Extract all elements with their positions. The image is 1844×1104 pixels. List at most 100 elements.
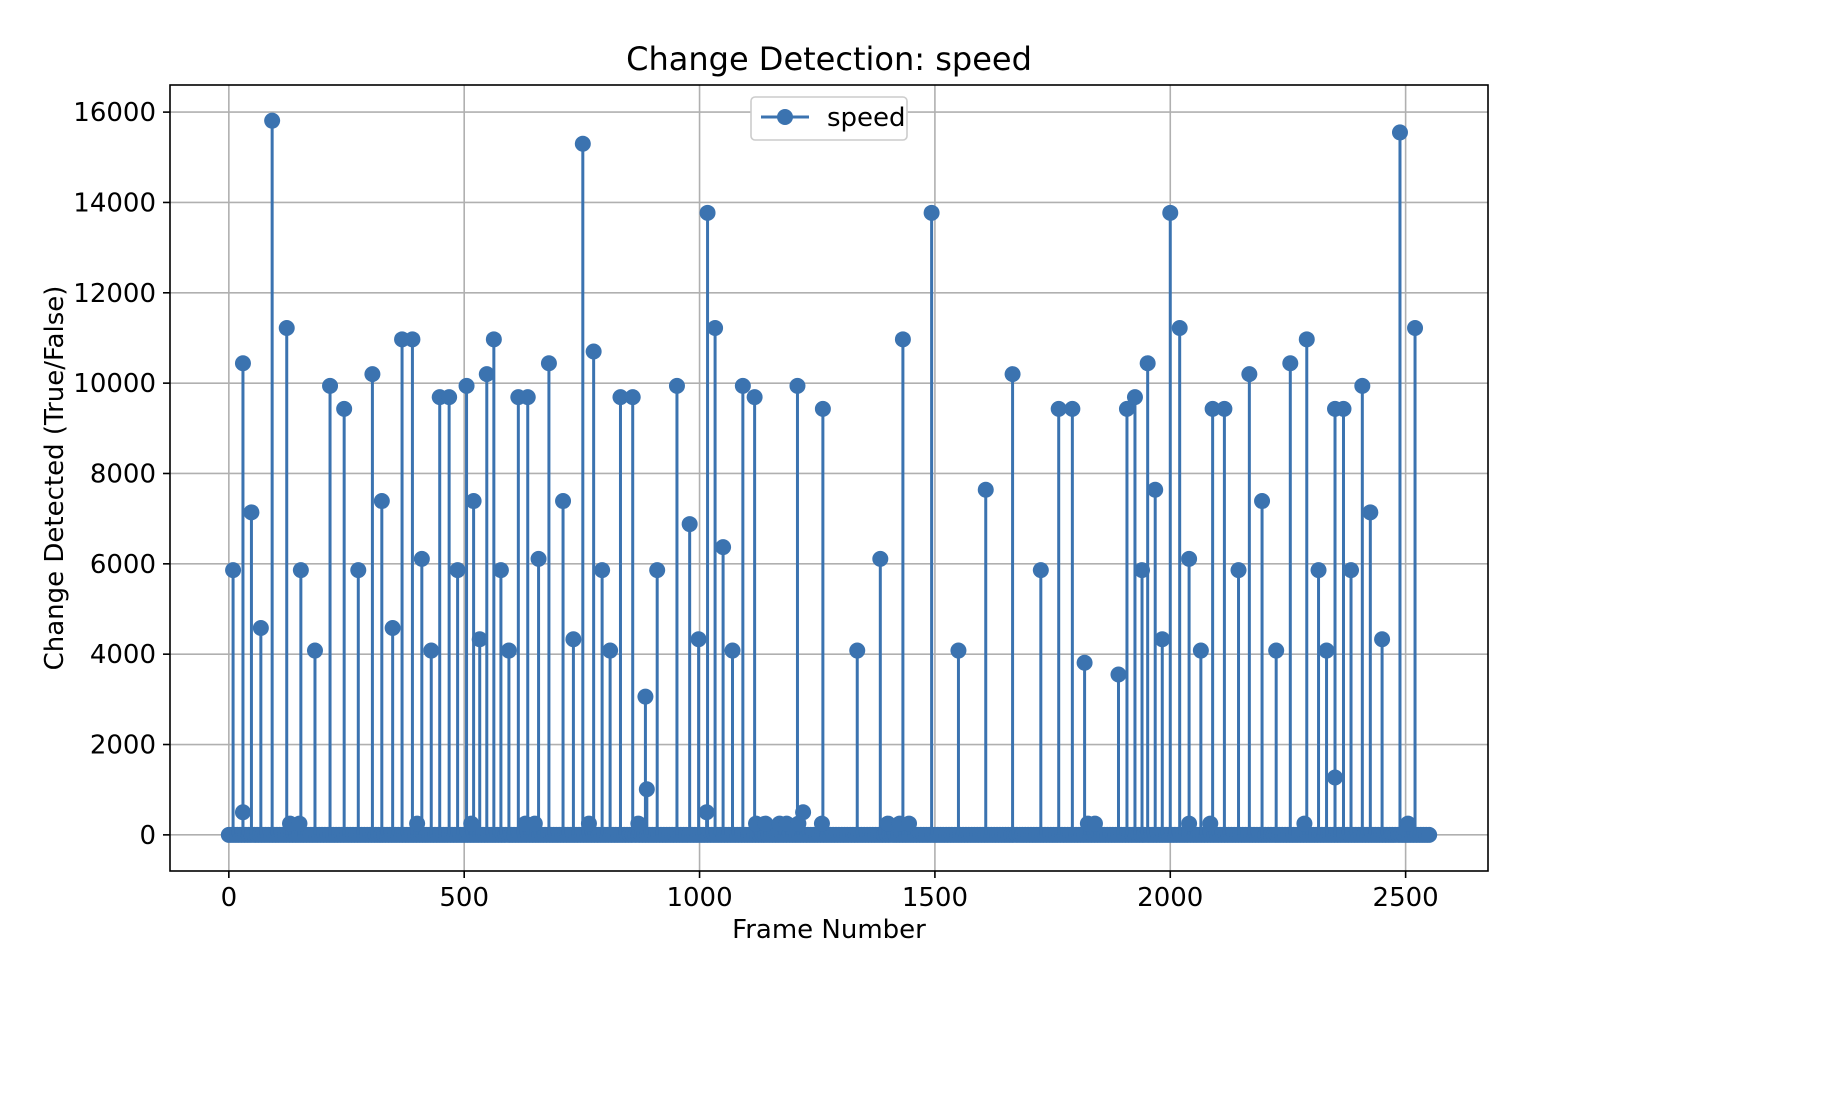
stem-marker [1086, 815, 1103, 832]
plot-layer [220, 112, 1438, 843]
y-tick-label: 4000 [90, 640, 156, 670]
stem-marker [790, 815, 807, 832]
stem-marker [1216, 400, 1233, 417]
stem-marker [1354, 377, 1371, 394]
y-tick-label: 14000 [73, 188, 156, 218]
stem-marker [1310, 562, 1327, 579]
stem-marker [814, 400, 831, 417]
stem-marker [594, 562, 611, 579]
stem-marker [1327, 769, 1344, 786]
stem-marker [404, 331, 421, 348]
stem-marker [1050, 400, 1067, 417]
x-axis-label: Frame Number [732, 915, 926, 945]
legend-box [750, 96, 908, 141]
stem-marker [1268, 642, 1285, 659]
stem-marker [574, 135, 591, 152]
stem-marker [1076, 654, 1093, 671]
stem-marker [465, 493, 482, 510]
stem-marker [225, 562, 242, 579]
stem-marker [757, 815, 774, 832]
stem-marker [478, 366, 495, 383]
stem-marker [637, 688, 654, 705]
stem-marker [789, 377, 806, 394]
stem-marker [292, 562, 309, 579]
y-tick-label: 16000 [73, 98, 156, 128]
stem-marker [458, 377, 475, 394]
axes-layer: 0 500 1000 1500 2000 2500 0 2000 4000 6000 8000 100… [73, 84, 1489, 913]
stem-marker [1343, 562, 1360, 579]
stem-marker [252, 619, 269, 636]
stem-marker [690, 631, 707, 648]
stem-marker [1139, 355, 1156, 372]
stem-marker [1192, 642, 1209, 659]
stem-marker [1298, 331, 1315, 348]
stem-marker [1241, 366, 1258, 383]
stem-marker [681, 516, 698, 533]
stem-marker [1230, 562, 1247, 579]
y-tick-label: 6000 [90, 550, 156, 580]
stem-marker [526, 815, 543, 832]
stem-marker [813, 815, 830, 832]
stem-marker [1296, 815, 1313, 832]
stem-marker [872, 550, 889, 567]
stem-marker [322, 377, 339, 394]
stem-marker [1399, 815, 1416, 832]
stem-marker [471, 631, 488, 648]
stem-marker [950, 642, 967, 659]
stem-marker [612, 389, 629, 406]
stem-marker [291, 815, 308, 832]
stem-marker [1032, 562, 1049, 579]
stem-marker [1134, 562, 1151, 579]
stem-marker [1374, 631, 1391, 648]
stem-marker [977, 481, 994, 498]
stem-marker [602, 642, 619, 659]
legend-marker [777, 109, 793, 125]
stem-marker [413, 550, 430, 567]
stem-marker [234, 355, 251, 372]
stem-marker [243, 504, 260, 521]
stem-marker [350, 562, 367, 579]
stem-marker [1181, 550, 1198, 567]
stem-marker [638, 781, 655, 798]
stem-marker [707, 320, 724, 337]
x-tick-label: 1500 [902, 883, 968, 913]
x-tick-label: 2500 [1373, 883, 1439, 913]
stem-marker [1391, 124, 1408, 141]
stem-marker [746, 389, 763, 406]
x-tick-label: 2000 [1137, 883, 1203, 913]
x-tick-label: 0 [221, 883, 238, 913]
stem-marker [734, 377, 751, 394]
stem-marker [519, 389, 536, 406]
stem-marker [894, 331, 911, 348]
stem-marker [1110, 666, 1127, 683]
stem-marker [1154, 631, 1171, 648]
plot-frame [169, 84, 1489, 872]
zero-marker [1421, 826, 1438, 843]
stem-marker [1204, 400, 1221, 417]
stem-marker [923, 204, 940, 221]
stem-marker [1335, 400, 1352, 417]
stem-marker [485, 331, 502, 348]
stem-marker [364, 366, 381, 383]
legend: speed [750, 96, 908, 141]
stem-marker [1126, 389, 1143, 406]
stem-marker [698, 804, 715, 821]
stem-marker [449, 562, 466, 579]
stem-marker [624, 389, 641, 406]
stem-marker [264, 112, 281, 129]
legend-label: speed [827, 103, 906, 133]
stem-marker [580, 815, 597, 832]
stem-marker [336, 400, 353, 417]
stem-marker [1362, 504, 1379, 521]
stem-marker [699, 204, 716, 221]
stem-marker [492, 562, 509, 579]
stem-marker [1162, 204, 1179, 221]
stem-marker [1407, 320, 1424, 337]
stem-marker [373, 493, 390, 510]
stem-marker [1147, 481, 1164, 498]
stem-marker [278, 320, 295, 337]
stem-marker [1004, 366, 1021, 383]
stem-marker [500, 642, 517, 659]
